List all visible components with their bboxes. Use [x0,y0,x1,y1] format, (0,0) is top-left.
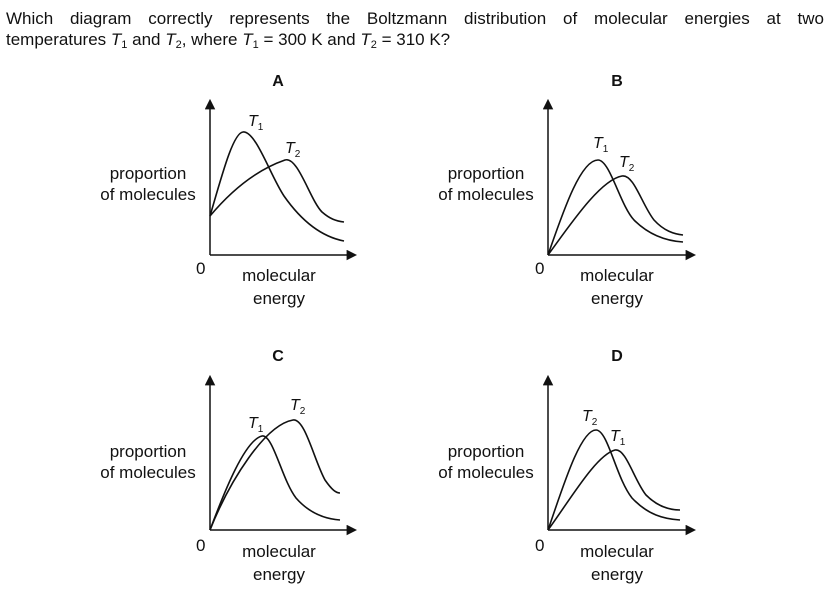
diagram-b-curve-t2 [547,175,684,256]
option-a-origin: 0 [196,259,206,278]
diagram-a: T1 T2 [204,98,358,261]
option-c-origin: 0 [196,536,206,555]
diagram-a-t2-label: T2 [285,140,301,160]
diagram-c-curve-t2 [209,419,341,531]
diagram-d: T2 T1 [542,374,697,536]
diagram-d-curve-t1 [547,449,681,531]
diagram-a-curve-t2 [209,159,345,223]
diagram-a-curve-t1 [209,131,345,242]
option-b-ylabel: proportion of molecules [438,164,534,204]
option-c-label: C [272,348,284,365]
diagram-b-t1-label: T1 [593,135,609,155]
option-c-ylabel: proportion of molecules [100,442,196,482]
option-b-xlabel: molecular energy [580,266,654,308]
option-d-xlabel: molecular energy [580,542,654,584]
diagram-d-t1-label: T1 [610,428,626,448]
diagram-b-t2-label: T2 [619,154,635,174]
option-b-label: B [611,73,623,90]
option-c-xlabel: molecular energy [242,542,316,584]
question-line-2: temperatures T1 and T2, where T1 = 300 K… [6,30,451,51]
diagram-c-t2-label: T2 [290,397,306,417]
option-d-origin: 0 [535,536,545,555]
diagram-c-t1-label: T1 [248,415,264,435]
diagram-d-curve-t2 [547,429,681,531]
question-text: Which diagram correctly represents the B… [6,8,824,51]
option-a-label: A [272,73,284,90]
diagram-c: T1 T2 [204,374,358,536]
question-line-1: Which diagram correctly represents the B… [6,9,824,28]
option-a-ylabel: proportion of molecules [100,164,196,204]
option-a-xlabel: molecular energy [242,266,316,308]
diagram-c-curve-t1 [209,435,341,531]
option-b-origin: 0 [535,259,545,278]
diagram-b-curve-t1 [547,159,684,256]
diagram-d-t2-label: T2 [582,408,598,428]
option-d-ylabel: proportion of molecules [438,442,534,482]
diagram-b: T1 T2 [542,98,697,261]
option-d-label: D [611,348,623,365]
diagram-a-t1-label: T1 [248,113,264,133]
